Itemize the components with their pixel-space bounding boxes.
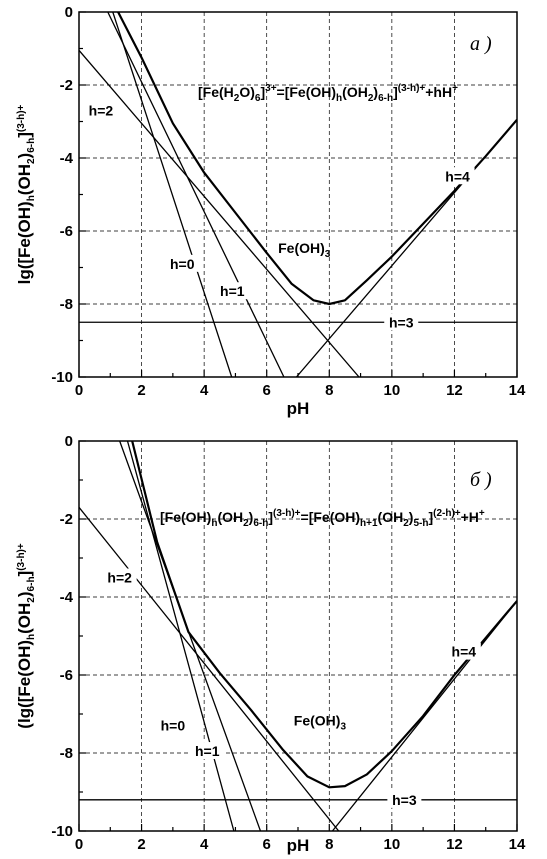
series-group <box>79 12 517 377</box>
y-tick-label: -8 <box>60 296 73 313</box>
series-line-h=1 <box>119 441 262 831</box>
y-tick-label: -8 <box>60 745 73 762</box>
x-tick-label: 14 <box>509 382 526 399</box>
x-tick-label: 10 <box>384 382 401 399</box>
y-tick-label: 0 <box>65 4 73 21</box>
curve-label-h=1: h=1 <box>195 743 220 759</box>
curve-label-bg <box>83 101 118 119</box>
y-tick-label: -10 <box>51 823 73 840</box>
y-tick-label: -2 <box>60 511 73 528</box>
panel-letter: a ) <box>470 33 492 55</box>
series-envelope-fe-oh-3 <box>117 12 517 306</box>
curve-label-bg <box>155 716 190 734</box>
x-axis-title: pH <box>287 399 310 418</box>
curve-label-bg <box>215 282 250 300</box>
x-tick-label: 4 <box>200 382 209 399</box>
y-tick-label: -10 <box>51 369 73 386</box>
x-tick-label: 8 <box>325 836 333 853</box>
y-axis-title: (lg([Fe(OH)h(OH2)6-h](3-h)+ <box>15 543 37 729</box>
curve-label-bg <box>165 254 200 272</box>
x-tick-label: 2 <box>137 382 145 399</box>
x-tick-label: 12 <box>446 836 463 853</box>
x-tick-label: 8 <box>325 382 333 399</box>
plot-frame <box>78 11 518 378</box>
curve-label-h=0: h=0 <box>170 256 195 272</box>
curve-label-h=4: h=4 <box>452 644 477 660</box>
chart-panel-a: 0 2 4 6 8 10 12 14 0 -2 -4 -6 -8 -10 h=2 h=0 h=1 h=3 h=4 Fe… <box>15 4 526 418</box>
envelope-label: Fe(OH)3 <box>294 713 347 733</box>
y-tick-label: -4 <box>60 589 74 606</box>
x-tick-label: 2 <box>137 836 145 853</box>
plot-frame <box>78 440 518 832</box>
curve-label-bg <box>102 568 137 586</box>
x-tick-label: 12 <box>446 382 463 399</box>
y-tick-label: -4 <box>60 150 74 167</box>
panel-letter: б ) <box>470 469 492 491</box>
x-tick-label: 6 <box>263 382 271 399</box>
y-tick-label: 0 <box>65 433 73 450</box>
curve-label-bg <box>190 742 225 760</box>
curve-label-h=1: h=1 <box>220 283 245 299</box>
y-tick-label: -6 <box>60 667 73 684</box>
x-tick-label: 14 <box>509 836 526 853</box>
x-tick-label: 10 <box>384 836 401 853</box>
curve-label-bg <box>440 167 475 185</box>
reaction-equation: [Fe(H2O)6]3+=[Fe(OH)h(OH2)6-h](3-h)++hH+ <box>198 83 458 104</box>
y-tick-label: -2 <box>60 77 73 94</box>
curve-label-h=3: h=3 <box>389 314 414 330</box>
x-tick-label: 0 <box>75 836 83 853</box>
series-line-h=0 <box>112 12 233 377</box>
x-tick-label: 4 <box>200 836 209 853</box>
reaction-equation: [Fe(OH)h(OH2)6-h](3-h)+=[Fe(OH)h+1(OH2)5… <box>160 508 485 529</box>
envelope-label: Fe(OH)3 <box>278 240 331 260</box>
series-envelope-fe-oh-3 <box>131 441 517 789</box>
x-tick-label: 0 <box>75 382 83 399</box>
y-tick-label: -6 <box>60 223 73 240</box>
x-axis-title: pH <box>287 836 310 855</box>
curve-label-bg <box>387 790 422 808</box>
curve-label-h=2: h=2 <box>107 570 132 586</box>
y-axis-title: lg([Fe(OH)h(OH2)6-h](3-h)+ <box>15 104 37 284</box>
series-line-h=4 <box>331 600 517 831</box>
series-line-h=2 <box>79 506 340 831</box>
curve-label-bg <box>384 313 419 331</box>
series-group <box>79 441 517 831</box>
curve-label-h=2: h=2 <box>89 103 114 119</box>
series-line-h=0 <box>126 441 235 831</box>
x-tick-label: 6 <box>263 836 271 853</box>
series-line-h=1 <box>107 12 285 377</box>
curve-label-bg <box>446 642 481 660</box>
curve-label-h=4: h=4 <box>445 168 470 184</box>
chart-panel-b: 0 2 4 6 8 10 12 14 0 -2 -4 -6 -8 -10 h=2 h=0 h=1 h=3 h=4 Fe… <box>15 433 526 855</box>
curve-label-h=3: h=3 <box>392 792 417 808</box>
curve-label-h=0: h=0 <box>161 718 186 734</box>
